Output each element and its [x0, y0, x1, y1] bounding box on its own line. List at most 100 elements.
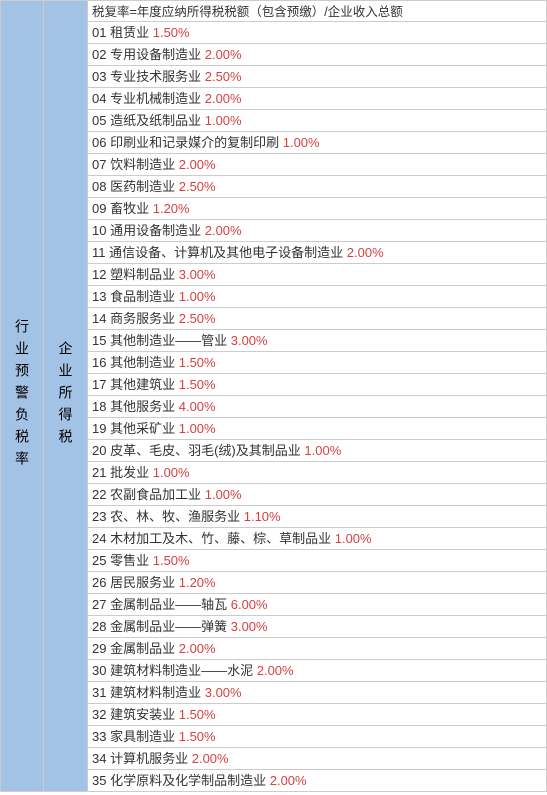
- row-label: 其他建筑业: [110, 377, 175, 392]
- row-percent: 2.00%: [205, 223, 242, 238]
- row-label: 通信设备、计算机及其他电子设备制造业: [109, 245, 343, 260]
- row-percent: 3.00%: [205, 685, 242, 700]
- row-label: 专用设备制造业: [110, 47, 201, 62]
- row-number: 03: [92, 69, 106, 84]
- table-row: 01 租赁业 1.50%: [88, 22, 547, 44]
- row-label: 专业技术服务业: [110, 69, 201, 84]
- row-label: 木材加工及木、竹、藤、棕、草制品业: [110, 531, 331, 546]
- row-number: 18: [92, 399, 106, 414]
- table-row: 27 金属制品业——轴瓦 6.00%: [88, 594, 547, 616]
- row-percent: 2.00%: [192, 751, 229, 766]
- table-row: 14 商务服务业 2.50%: [88, 308, 547, 330]
- table-row: 34 计算机服务业 2.00%: [88, 748, 547, 770]
- row-number: 34: [92, 751, 106, 766]
- row-number: 25: [92, 553, 106, 568]
- row-percent: 2.00%: [179, 641, 216, 656]
- table-row: 17 其他建筑业 1.50%: [88, 374, 547, 396]
- row-number: 30: [92, 663, 106, 678]
- row-label: 通用设备制造业: [110, 223, 201, 238]
- row-label: 专业机械制造业: [110, 91, 201, 106]
- row-percent: 1.00%: [153, 465, 190, 480]
- table-row: 25 零售业 1.50%: [88, 550, 547, 572]
- row-number: 21: [92, 465, 106, 480]
- row-number: 16: [92, 355, 106, 370]
- table-row: 32 建筑安装业 1.50%: [88, 704, 547, 726]
- row-number: 12: [92, 267, 106, 282]
- table-row: 19 其他采矿业 1.00%: [88, 418, 547, 440]
- table-row: 30 建筑材料制造业——水泥 2.00%: [88, 660, 547, 682]
- row-percent: 2.00%: [347, 245, 384, 260]
- row-number: 06: [92, 135, 106, 150]
- row-label: 农副食品加工业: [110, 487, 201, 502]
- row-number: 20: [92, 443, 106, 458]
- row-number: 17: [92, 377, 106, 392]
- table-row: 23 农、林、牧、渔服务业 1.10%: [88, 506, 547, 528]
- table-row: 16 其他制造业 1.50%: [88, 352, 547, 374]
- row-percent: 1.00%: [205, 113, 242, 128]
- row-number: 28: [92, 619, 106, 634]
- row-label: 建筑材料制造业: [110, 685, 201, 700]
- data-column: 税复率=年度应纳所得税税额（包含预缴）/企业收入总额 01 租赁业 1.50%0…: [88, 0, 547, 792]
- table-container: 行业预警负税率 企业所得税 税复率=年度应纳所得税税额（包含预缴）/企业收入总额…: [0, 0, 547, 792]
- table-row: 02 专用设备制造业 2.00%: [88, 44, 547, 66]
- row-number: 19: [92, 421, 106, 436]
- row-number: 15: [92, 333, 106, 348]
- mid-header-cell: 企业所得税: [44, 0, 88, 792]
- row-label: 金属制品业: [110, 641, 175, 656]
- row-percent: 1.50%: [153, 553, 190, 568]
- row-percent: 2.50%: [179, 311, 216, 326]
- row-label: 批发业: [110, 465, 149, 480]
- row-label: 其他采矿业: [110, 421, 175, 436]
- row-label: 零售业: [110, 553, 149, 568]
- formula-text: 税复率=年度应纳所得税税额（包含预缴）/企业收入总额: [92, 5, 403, 19]
- table-row: 07 饮料制造业 2.00%: [88, 154, 547, 176]
- table-row: 35 化学原料及化学制品制造业 2.00%: [88, 770, 547, 792]
- row-percent: 1.50%: [179, 355, 216, 370]
- table-row: 11 通信设备、计算机及其他电子设备制造业 2.00%: [88, 242, 547, 264]
- row-label: 农、林、牧、渔服务业: [110, 509, 240, 524]
- row-percent: 3.00%: [231, 619, 268, 634]
- table-row: 06 印刷业和记录媒介的复制印刷 1.00%: [88, 132, 547, 154]
- formula-row: 税复率=年度应纳所得税税额（包含预缴）/企业收入总额: [88, 0, 547, 22]
- table-row: 28 金属制品业——弹簧 3.00%: [88, 616, 547, 638]
- row-number: 01: [92, 25, 106, 40]
- row-label: 畜牧业: [110, 201, 149, 216]
- row-percent: 6.00%: [231, 597, 268, 612]
- table-row: 10 通用设备制造业 2.00%: [88, 220, 547, 242]
- row-number: 09: [92, 201, 106, 216]
- row-percent: 4.00%: [179, 399, 216, 414]
- row-percent: 1.50%: [179, 707, 216, 722]
- row-percent: 2.00%: [179, 157, 216, 172]
- row-label: 皮革、毛皮、羽毛(绒)及其制品业: [110, 443, 301, 458]
- row-label: 家具制造业: [110, 729, 175, 744]
- row-label: 造纸及纸制品业: [110, 113, 201, 128]
- row-label: 租赁业: [110, 25, 149, 40]
- row-number: 13: [92, 289, 106, 304]
- table-row: 04 专业机械制造业 2.00%: [88, 88, 547, 110]
- table-row: 03 专业技术服务业 2.50%: [88, 66, 547, 88]
- row-percent: 2.00%: [205, 91, 242, 106]
- table-row: 18 其他服务业 4.00%: [88, 396, 547, 418]
- table-row: 09 畜牧业 1.20%: [88, 198, 547, 220]
- row-label: 居民服务业: [110, 575, 175, 590]
- table-row: 26 居民服务业 1.20%: [88, 572, 547, 594]
- table-row: 05 造纸及纸制品业 1.00%: [88, 110, 547, 132]
- row-percent: 3.00%: [179, 267, 216, 282]
- row-percent: 1.20%: [153, 201, 190, 216]
- row-percent: 1.00%: [205, 487, 242, 502]
- row-percent: 1.50%: [179, 729, 216, 744]
- table-row: 15 其他制造业——管业 3.00%: [88, 330, 547, 352]
- row-number: 14: [92, 311, 106, 326]
- table-row: 22 农副食品加工业 1.00%: [88, 484, 547, 506]
- row-label: 塑料制品业: [110, 267, 175, 282]
- row-number: 08: [92, 179, 106, 194]
- table-row: 20 皮革、毛皮、羽毛(绒)及其制品业 1.00%: [88, 440, 547, 462]
- row-number: 11: [92, 245, 106, 260]
- row-percent: 2.50%: [205, 69, 242, 84]
- row-percent: 2.00%: [270, 773, 307, 788]
- row-number: 04: [92, 91, 106, 106]
- row-number: 07: [92, 157, 106, 172]
- row-label: 金属制品业——轴瓦: [110, 597, 227, 612]
- row-label: 金属制品业——弹簧: [110, 619, 227, 634]
- row-percent: 1.20%: [179, 575, 216, 590]
